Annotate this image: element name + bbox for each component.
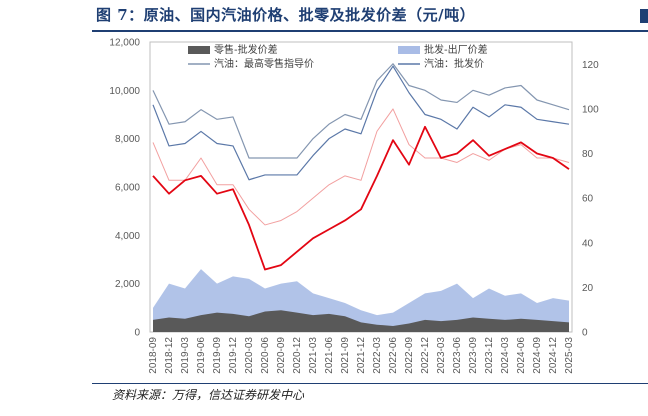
left-tick-label: 10,000	[109, 86, 140, 97]
left-tick-label: 6,000	[115, 183, 140, 194]
edge-mark	[640, 9, 648, 23]
x-tick-label: 2025-03	[564, 337, 575, 374]
x-tick-label: 2022-09	[404, 337, 415, 374]
x-tick-label: 2021-12	[356, 337, 367, 374]
x-tick-label: 2020-09	[276, 337, 287, 374]
area-layer	[153, 269, 569, 332]
right-tick-label: 40	[582, 238, 594, 249]
x-tick-label: 2023-06	[452, 337, 463, 374]
right-tick-label: 120	[582, 60, 599, 71]
right-tick-label: 20	[582, 283, 594, 294]
x-tick-label: 2018-12	[164, 337, 175, 374]
right-tick-label: 60	[582, 194, 594, 205]
retail-wholesale-spread-area	[153, 310, 569, 332]
x-tick-label: 2022-06	[388, 337, 399, 374]
right-tick-label: 0	[582, 328, 588, 339]
figure-title: 图 7：原油、国内汽油价格、批零及批发价差（元/吨）	[96, 6, 476, 24]
x-tick-label: 2022-03	[372, 337, 383, 374]
gasoline-wholesale-price-legend-label: 汽油：批发价	[424, 57, 484, 70]
x-tick-label: 2020-03	[244, 337, 255, 374]
retail-price-index-line	[152, 108, 570, 226]
crude-oil-line	[152, 125, 570, 271]
left-tick-label: 12,000	[109, 38, 140, 49]
x-tick-label: 2024-12	[548, 337, 559, 374]
left-tick-label: 4,000	[115, 231, 140, 242]
x-axis-ticks: 2018-09 2018-12 2019-03 2019-06 2019-09 2019-…	[148, 337, 575, 374]
line-layer	[152, 63, 570, 271]
source-note: 资料来源：万得，信达证券研发中心	[112, 388, 305, 402]
x-tick-label: 2024-06	[516, 337, 527, 374]
left-tick-label: 2,000	[115, 279, 140, 290]
wholesale-factory-spread-legend-swatch	[398, 46, 420, 54]
x-tick-label: 2021-09	[340, 337, 351, 374]
gasoline-wholesale-price	[152, 65, 570, 181]
x-tick-label: 2021-03	[308, 337, 319, 374]
x-tick-label: 2023-12	[484, 337, 495, 374]
wholesale-factory-spread-legend-label: 批发-出厂价差	[424, 43, 488, 56]
gasoline-max-retail-price-legend-label: 汽油：最高零售指导价	[214, 57, 314, 70]
x-tick-label: 2021-06	[324, 337, 335, 374]
x-tick-label: 2023-03	[436, 337, 447, 374]
x-tick-label: 2019-09	[212, 337, 223, 374]
x-tick-label: 2020-06	[260, 337, 271, 374]
x-tick-label: 2019-12	[228, 337, 239, 374]
gasoline-max-retail-price	[152, 63, 570, 159]
left-tick-label: 0	[134, 328, 140, 339]
source-rule	[92, 383, 648, 384]
retail-wholesale-spread-legend-swatch	[188, 46, 210, 54]
title-rule	[92, 30, 648, 32]
left-axis-ticks: 0 2,000 4,000 6,000 8,000 10,000 12,000	[109, 38, 140, 339]
right-axis-ticks: 0 20 40 60 80 100 120	[582, 60, 599, 339]
x-tick-label: 2018-09	[148, 337, 159, 374]
x-tick-label: 2024-09	[532, 337, 543, 374]
retail-wholesale-spread-legend-label: 零售-批发价差	[214, 43, 278, 56]
right-tick-label: 80	[582, 149, 594, 160]
x-tick-label: 2024-03	[500, 337, 511, 374]
x-tick-label: 2020-12	[292, 337, 303, 374]
x-tick-label: 2022-12	[420, 337, 431, 374]
right-tick-label: 100	[582, 104, 599, 115]
x-tick-label: 2019-06	[196, 337, 207, 374]
left-tick-label: 8,000	[115, 134, 140, 145]
x-tick-label: 2023-09	[468, 337, 479, 374]
x-tick-label: 2019-03	[180, 337, 191, 374]
